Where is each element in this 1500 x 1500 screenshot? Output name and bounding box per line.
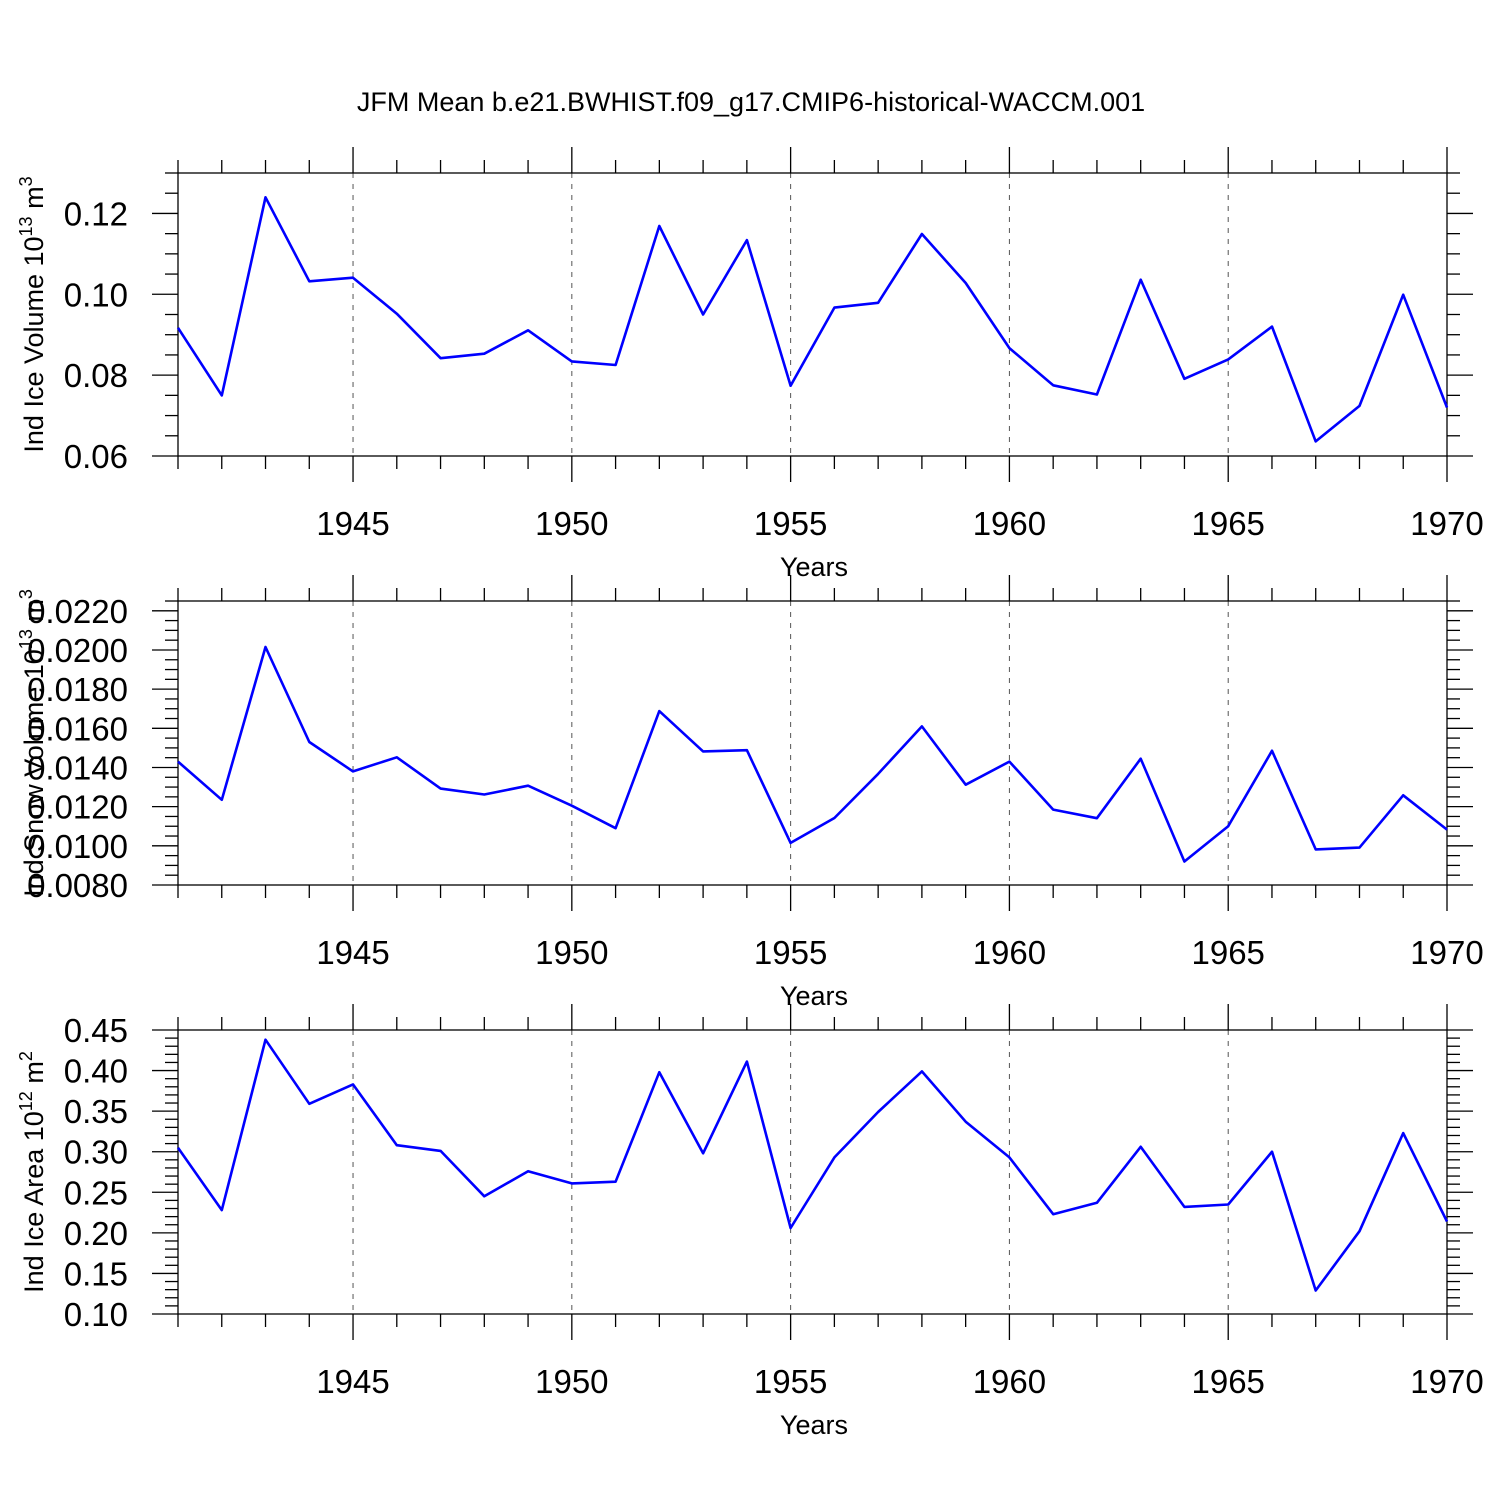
y-tick-label: 0.25 [64,1174,128,1211]
x-tick-label: 1970 [1410,934,1483,971]
chart-panel-1: 0.06 0.08 0.10 0.12 1945 1950 1955 1960 1965 1970… [16,147,1484,582]
x-axis-label: Years [780,981,848,1011]
x-tick-label: 1945 [316,934,389,971]
x-tick-label: 1960 [973,934,1046,971]
y-tick-label: 0.20 [64,1215,128,1252]
y-tick-label: 0.06 [64,438,128,475]
y-tick-label: 0.45 [64,1012,128,1049]
y-axis-label: Ind Ice Area 1012 m2 [16,1051,49,1293]
y-axis-label: Ind Snow Volume 1013 m3 [16,589,49,897]
x-tick-label: 1960 [973,1363,1046,1400]
y-tick-label: 0.0220 [27,593,128,630]
x-tick-label: 1955 [754,934,827,971]
plot-frame [177,172,1448,457]
x-tick-label: 1955 [754,1363,827,1400]
x-tick-label: 1950 [535,505,608,542]
x-tick-label: 1955 [754,505,827,542]
x-tick-label: 1965 [1191,934,1264,971]
plot-frame [177,1029,1448,1315]
x-axis-label: Years [780,1410,848,1440]
chart-panel-2: 0.00800.01000.01200.01400.01600.01800.02… [16,575,1484,1011]
x-tick-label: 1970 [1410,1363,1483,1400]
chart-title: JFM Mean b.e21.BWHIST.f09_g17.CMIP6-hist… [357,87,1145,117]
y-tick-label: 0.0180 [27,671,128,708]
x-tick-label: 1945 [316,1363,389,1400]
plot-frame [177,600,1448,886]
x-axis-label: Years [780,552,848,582]
y-tick-label: 0.08 [64,357,128,394]
x-tick-label: 1950 [535,934,608,971]
y-tick-label: 0.0140 [27,749,128,786]
x-tick-label: 1960 [973,505,1046,542]
series-line [176,1038,1449,1292]
y-axis-label: Ind Ice Volume 1013 m3 [16,176,49,452]
y-tick-label: 0.0160 [27,710,128,747]
y-tick-label: 0.0200 [27,632,128,669]
series-line [177,645,1448,863]
y-tick-label: 0.0120 [27,789,128,826]
x-tick-label: 1945 [316,505,389,542]
y-tick-label: 0.0080 [27,867,128,904]
y-tick-label: 0.10 [64,1296,128,1333]
y-tick-label: 0.12 [64,195,128,232]
x-tick-label: 1950 [535,1363,608,1400]
y-tick-label: 0.0100 [27,828,128,865]
y-tick-label: 0.40 [64,1053,128,1090]
y-tick-label: 0.35 [64,1093,128,1130]
y-tick-label: 0.10 [64,276,128,313]
y-tick-label: 0.30 [64,1134,128,1171]
x-tick-label: 1965 [1191,1363,1264,1400]
series-line [176,196,1449,443]
y-tick-label: 0.15 [64,1255,128,1292]
x-tick-label: 1965 [1191,505,1264,542]
chart-panel-3: 0.10 0.150.20 0.250.30 0.350.40 0.45 1945 1950… [16,1004,1484,1440]
x-tick-label: 1970 [1410,505,1483,542]
